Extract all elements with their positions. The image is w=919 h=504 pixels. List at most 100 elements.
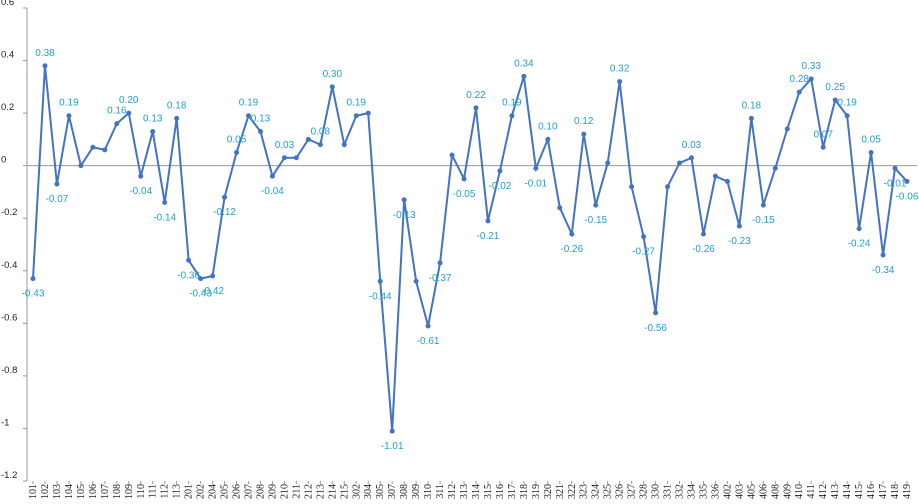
x-tick-label: 309 bbox=[411, 484, 422, 499]
point bbox=[305, 136, 311, 142]
point bbox=[653, 310, 659, 316]
y-tick-label: 0.6 bbox=[1, 0, 14, 8]
data-label: -0.07 bbox=[46, 194, 69, 205]
point bbox=[641, 234, 647, 240]
point bbox=[222, 194, 228, 200]
x-tick-label: 335 bbox=[698, 484, 709, 499]
data-label: -0.43 bbox=[189, 289, 212, 300]
point bbox=[198, 276, 204, 282]
x-tick-label: 406 bbox=[758, 484, 769, 499]
point bbox=[269, 173, 275, 179]
x-tick-label: 322 bbox=[567, 484, 578, 499]
point bbox=[90, 144, 96, 150]
point bbox=[748, 115, 754, 121]
x-tick-label: 328 bbox=[639, 484, 650, 499]
x-tick-label: 113 bbox=[172, 484, 183, 499]
data-label: 0.16 bbox=[107, 106, 127, 117]
x-tick-label: 207 bbox=[244, 484, 255, 499]
x-tick-label: 416 bbox=[866, 484, 877, 499]
data-label: -0.04 bbox=[261, 186, 284, 197]
data-label: 0.28 bbox=[790, 74, 810, 85]
y-tick-label: -0.2 bbox=[1, 207, 17, 218]
x-tick-label: 307 bbox=[387, 484, 398, 499]
point bbox=[808, 76, 814, 82]
data-label: -0.13 bbox=[393, 210, 416, 221]
data-label: -0.15 bbox=[752, 215, 775, 226]
data-label: -0.26 bbox=[560, 244, 583, 255]
x-tick-label: 331 bbox=[663, 484, 674, 499]
x-tick-label: 213 bbox=[315, 484, 326, 499]
data-label: 0.19 bbox=[239, 98, 259, 109]
point bbox=[844, 113, 850, 119]
x-tick-label: 332 bbox=[675, 484, 686, 499]
data-label: 0.19 bbox=[502, 98, 522, 109]
x-tick-label: 212 bbox=[303, 484, 314, 499]
x-tick-label: 206 bbox=[232, 484, 243, 499]
x-tick-label: 204 bbox=[208, 484, 219, 499]
data-label: 0.30 bbox=[323, 69, 343, 80]
x-tick-label: 325 bbox=[603, 484, 614, 499]
point bbox=[246, 113, 252, 119]
x-tick-label: 202 bbox=[196, 484, 207, 499]
point bbox=[521, 73, 527, 79]
x-tick-label: 104 bbox=[64, 484, 75, 499]
point bbox=[186, 257, 192, 263]
point bbox=[401, 197, 407, 203]
data-label: -0.23 bbox=[728, 236, 751, 247]
x-tick-label: 316 bbox=[495, 484, 506, 499]
point bbox=[389, 428, 395, 434]
point bbox=[353, 113, 359, 119]
data-label: 0.22 bbox=[466, 90, 486, 101]
x-tick-label: 414 bbox=[842, 484, 853, 499]
point bbox=[30, 276, 36, 282]
point bbox=[162, 199, 168, 205]
point bbox=[856, 226, 862, 232]
x-tick-label: 408 bbox=[770, 484, 781, 499]
point bbox=[784, 126, 790, 132]
x-tick-label: 330 bbox=[651, 484, 662, 499]
data-label: 0.08 bbox=[311, 127, 331, 138]
point bbox=[425, 323, 431, 329]
data-label: 0.18 bbox=[742, 100, 762, 111]
y-tick-label: -0.6 bbox=[1, 312, 17, 323]
x-tick-label: 110 bbox=[136, 484, 147, 499]
x-tick-label: 305 bbox=[375, 484, 386, 499]
x-tick-label: 418 bbox=[890, 484, 901, 499]
point bbox=[832, 97, 838, 103]
point bbox=[772, 165, 778, 171]
x-tick-label: 409 bbox=[782, 484, 793, 499]
x-tick-label: 211 bbox=[291, 484, 302, 499]
data-label: -0.01 bbox=[884, 178, 907, 189]
point bbox=[724, 178, 730, 184]
point bbox=[617, 79, 623, 85]
x-tick-label: 413 bbox=[830, 484, 841, 499]
point bbox=[341, 142, 347, 148]
y-tick-label: -1.2 bbox=[1, 470, 17, 481]
x-tick-label: 419 bbox=[902, 484, 913, 499]
x-tick-label: 334 bbox=[686, 484, 697, 499]
point bbox=[892, 165, 898, 171]
point bbox=[700, 231, 706, 237]
point bbox=[78, 163, 84, 169]
data-label: 0.10 bbox=[538, 121, 558, 132]
data-label: -0.21 bbox=[477, 231, 500, 242]
point bbox=[413, 278, 419, 284]
data-label: 0.18 bbox=[167, 100, 187, 111]
x-tick-label: 415 bbox=[854, 484, 865, 499]
point bbox=[760, 202, 766, 208]
y-tick-label: -0.8 bbox=[1, 365, 17, 376]
data-label: -0.43 bbox=[22, 289, 45, 300]
data-label: 0.03 bbox=[275, 140, 295, 151]
data-label: -0.37 bbox=[429, 273, 452, 284]
x-tick-label: 105 bbox=[76, 484, 87, 499]
point bbox=[293, 155, 299, 161]
data-label: -0.26 bbox=[692, 244, 715, 255]
x-tick-label: 304 bbox=[363, 484, 374, 499]
point bbox=[820, 144, 826, 150]
point bbox=[545, 136, 551, 142]
x-tick-label: 403 bbox=[734, 484, 745, 499]
x-tick-label: 302 bbox=[351, 484, 362, 499]
data-label: 0.19 bbox=[837, 98, 857, 109]
x-tick-label: 314 bbox=[471, 484, 482, 499]
x-tick-label: 323 bbox=[579, 484, 590, 499]
